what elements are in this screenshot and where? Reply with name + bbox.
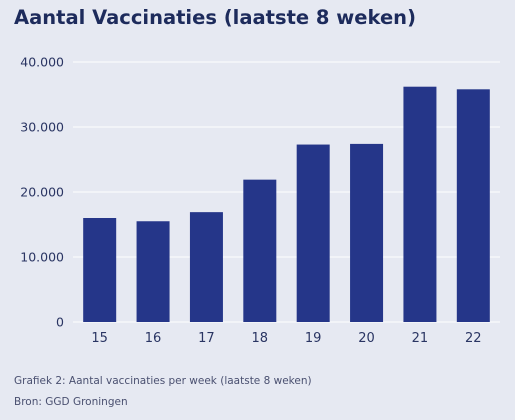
y-tick-label: 30.000 <box>20 120 64 135</box>
bar-chart: 0 10.000 20.000 30.000 40.000 15 16 17 18 19 20 21… <box>20 55 500 346</box>
y-tick-label: 20.000 <box>20 185 64 200</box>
x-tick-label: 21 <box>412 331 429 346</box>
bar-week-20 <box>350 143 384 322</box>
y-tick-label: 10.000 <box>20 250 64 265</box>
x-tick-label: 22 <box>465 331 482 346</box>
chart-source: Bron: GGD Groningen <box>14 396 128 408</box>
bars <box>83 86 490 322</box>
bar-week-18 <box>243 179 277 322</box>
bar-week-16 <box>136 221 170 322</box>
bar-week-15 <box>83 218 117 322</box>
x-tick-label: 19 <box>305 331 322 346</box>
bar-week-19 <box>296 144 330 322</box>
x-tick-label: 16 <box>145 331 162 346</box>
chart-caption: Grafiek 2: Aantal vaccinaties per week (… <box>14 375 312 387</box>
x-tick-label: 20 <box>358 331 375 346</box>
y-tick-label: 0 <box>56 315 64 330</box>
y-tick-label: 40.000 <box>20 55 64 70</box>
x-tick-label: 17 <box>198 331 215 346</box>
bar-week-22 <box>456 89 490 322</box>
y-axis-ticks: 0 10.000 20.000 30.000 40.000 <box>20 55 64 330</box>
chart-title: Aantal Vaccinaties (laatste 8 weken) <box>14 6 416 29</box>
x-tick-label: 18 <box>252 331 269 346</box>
bar-week-21 <box>403 86 437 322</box>
x-tick-label: 15 <box>91 331 108 346</box>
x-axis-ticks: 15 16 17 18 19 20 21 22 <box>91 331 481 346</box>
bar-week-17 <box>189 212 223 322</box>
